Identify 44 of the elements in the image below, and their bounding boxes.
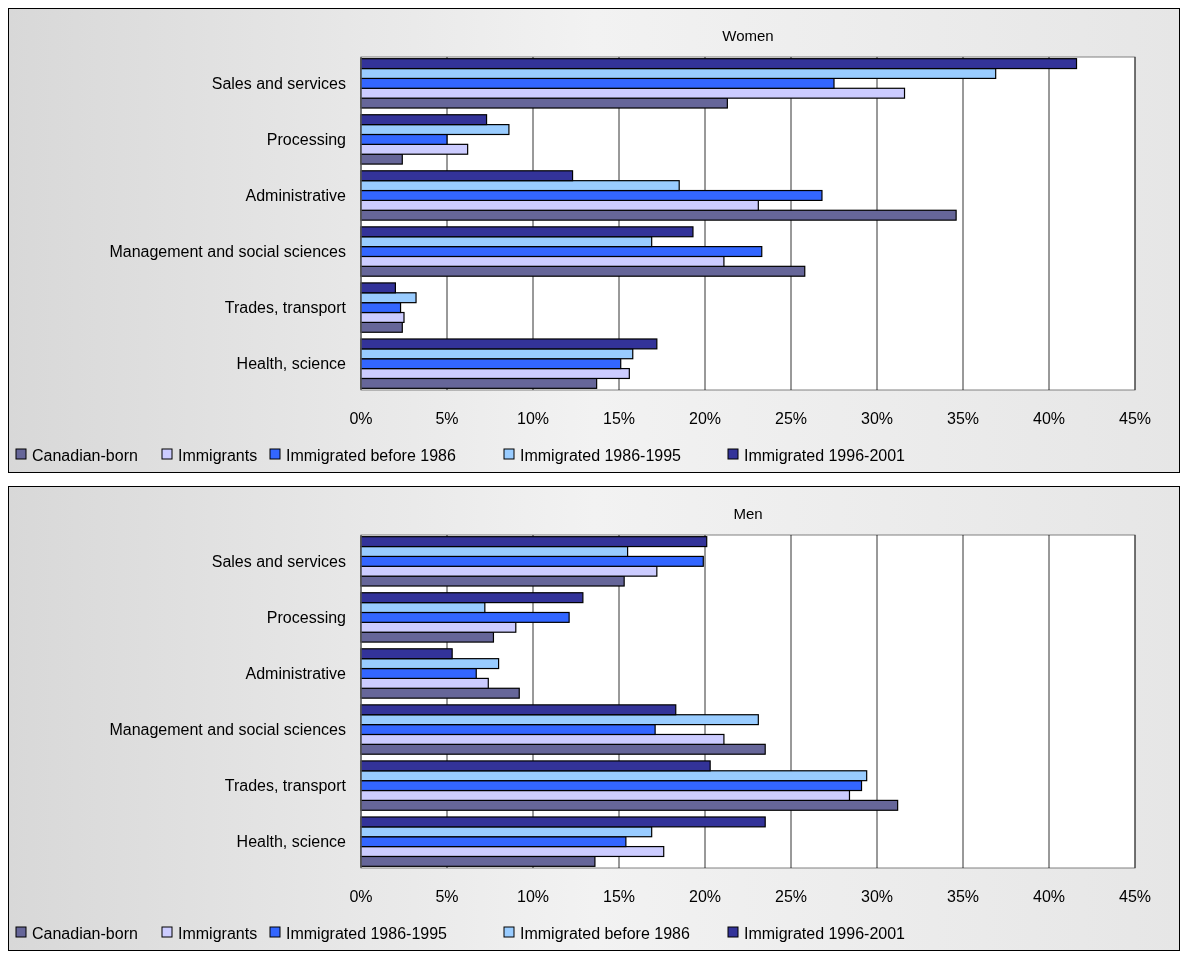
legend-label: Immigrated 1986-1995 <box>286 924 448 942</box>
legend-label: Canadian-born <box>32 446 138 464</box>
chart-title: Women <box>722 27 774 44</box>
legend-label: Immigrants <box>178 924 258 942</box>
x-tick-label: 15% <box>602 888 636 905</box>
legend-label: Immigrated before 1986 <box>286 446 456 464</box>
y-tick-label: Health, science <box>236 355 347 373</box>
x-tick-label: 5% <box>435 888 459 905</box>
y-tick-label: Sales and services <box>211 552 346 570</box>
y-tick-label: Processing <box>266 608 346 626</box>
y-tick-label: Management and social sciences <box>109 243 346 261</box>
x-tick-label: 30% <box>860 888 894 905</box>
x-tick-label: 45% <box>1118 410 1152 427</box>
y-tick-label: Administrative <box>245 664 347 682</box>
x-tick-label: 10% <box>516 410 550 427</box>
y-tick-label: Health, science <box>236 833 347 851</box>
legend-label: Immigrated before 1986 <box>520 924 690 942</box>
x-tick-label: 35% <box>946 410 980 427</box>
x-tick-label: 5% <box>435 410 459 427</box>
x-tick-label: 0% <box>349 888 373 905</box>
x-tick-label: 45% <box>1118 888 1152 905</box>
x-tick-label: 20% <box>688 410 722 427</box>
legend-label: Immigrated 1996-2001 <box>744 924 906 942</box>
x-tick-label: 25% <box>774 888 808 905</box>
x-tick-label: 40% <box>1032 410 1066 427</box>
x-tick-label: 35% <box>946 888 980 905</box>
y-tick-label: Management and social sciences <box>109 721 346 739</box>
legend-label: Immigrated 1996-2001 <box>744 446 906 464</box>
x-tick-label: 10% <box>516 888 550 905</box>
legend-label: Canadian-born <box>32 924 138 942</box>
x-tick-label: 20% <box>688 888 722 905</box>
y-tick-label: Trades, transport <box>224 299 347 317</box>
x-tick-label: 15% <box>602 410 636 427</box>
y-tick-label: Processing <box>266 130 346 148</box>
x-tick-label: 0% <box>349 410 373 427</box>
y-tick-label: Sales and services <box>211 74 346 92</box>
x-tick-label: 40% <box>1032 888 1066 905</box>
chart-title: Men <box>733 505 763 522</box>
legend-label: Immigrated 1986-1995 <box>520 446 682 464</box>
legend-label: Immigrants <box>178 446 258 464</box>
x-tick-label: 25% <box>774 410 808 427</box>
y-tick-label: Trades, transport <box>224 777 347 795</box>
x-tick-label: 30% <box>860 410 894 427</box>
y-tick-label: Administrative <box>245 186 347 204</box>
